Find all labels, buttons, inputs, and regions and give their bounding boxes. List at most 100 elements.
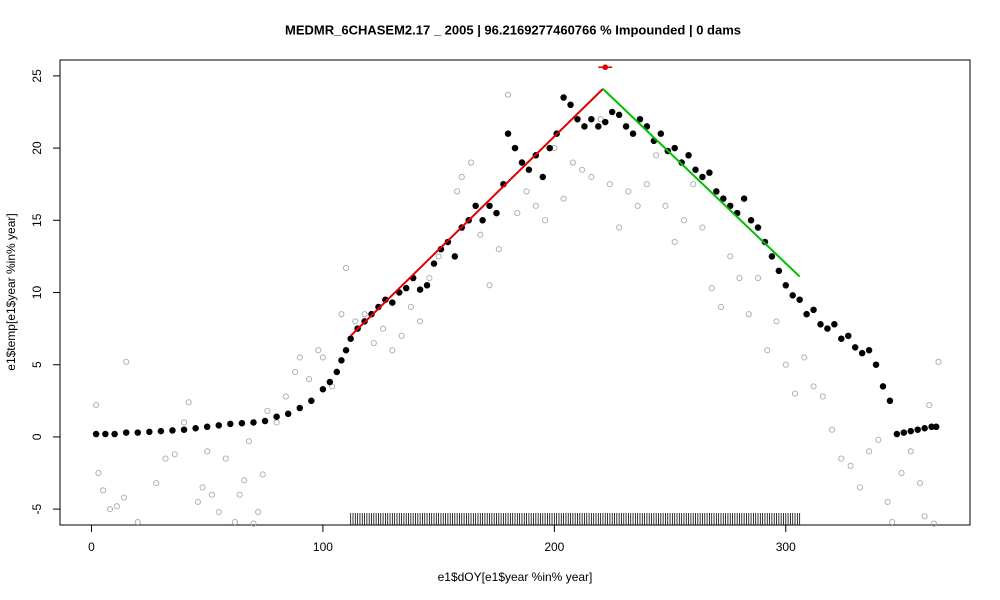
point <box>326 378 334 386</box>
point <box>525 166 533 174</box>
point <box>284 410 292 418</box>
point <box>546 144 553 152</box>
point <box>889 519 896 526</box>
point <box>727 253 734 260</box>
point <box>736 275 743 282</box>
point <box>264 407 271 414</box>
point <box>754 275 762 282</box>
point <box>597 116 604 123</box>
point <box>579 166 586 173</box>
point <box>685 152 692 159</box>
point <box>634 202 641 209</box>
point <box>333 368 341 376</box>
point <box>898 469 905 477</box>
x-tick-label: 0 <box>88 540 95 554</box>
point <box>791 390 799 397</box>
point <box>426 275 433 282</box>
point <box>370 339 377 347</box>
point <box>222 455 229 462</box>
point <box>935 358 942 365</box>
point <box>845 332 852 340</box>
point <box>801 354 808 361</box>
point <box>122 429 130 436</box>
point <box>153 480 160 487</box>
point <box>238 419 246 427</box>
point <box>643 123 651 130</box>
point <box>518 159 526 166</box>
point <box>416 286 424 293</box>
point <box>819 393 826 400</box>
point <box>907 448 914 455</box>
point <box>615 111 623 119</box>
point <box>134 429 142 436</box>
point <box>120 494 127 501</box>
point <box>838 335 845 342</box>
chart-title: MEDMR_6CHASEM2.17 _ 2005 | 96.2169277460… <box>285 22 741 37</box>
point <box>319 386 327 393</box>
point <box>588 173 595 181</box>
point <box>625 188 632 195</box>
point <box>95 469 102 477</box>
point <box>194 498 201 505</box>
point <box>261 417 269 425</box>
point <box>282 393 289 400</box>
point <box>886 397 894 405</box>
point <box>486 202 493 210</box>
point <box>608 108 616 116</box>
point <box>782 282 790 289</box>
point <box>636 115 644 123</box>
point <box>315 347 322 354</box>
point <box>171 451 178 458</box>
point <box>111 430 118 438</box>
point <box>831 321 838 328</box>
point <box>824 325 831 332</box>
point <box>773 318 780 325</box>
point <box>146 428 153 436</box>
point <box>595 123 602 130</box>
point <box>162 455 169 462</box>
point <box>657 130 665 137</box>
point <box>671 238 678 246</box>
point <box>569 159 576 166</box>
point <box>308 397 315 405</box>
point <box>900 429 908 436</box>
point <box>523 188 530 195</box>
point <box>296 354 303 361</box>
point <box>92 430 100 438</box>
point <box>680 217 687 224</box>
point <box>921 424 928 432</box>
x-tick-label: 100 <box>313 540 333 554</box>
point <box>926 402 933 409</box>
point <box>93 402 100 409</box>
point <box>250 419 257 426</box>
point <box>775 267 783 275</box>
point <box>123 358 130 365</box>
point <box>653 152 660 159</box>
point <box>916 480 924 487</box>
point <box>292 368 299 375</box>
point <box>914 426 921 433</box>
point <box>389 299 396 306</box>
point <box>208 491 215 498</box>
y-tick-label: 5 <box>30 361 44 368</box>
point <box>352 318 359 325</box>
point <box>692 166 699 174</box>
point <box>879 383 887 390</box>
point <box>215 422 223 429</box>
point <box>296 404 304 412</box>
point <box>477 231 484 238</box>
point <box>255 508 262 516</box>
point <box>838 455 845 462</box>
point <box>199 484 206 491</box>
point <box>930 520 937 527</box>
x-tick-label: 200 <box>544 540 564 554</box>
point <box>720 195 727 202</box>
point <box>180 426 188 433</box>
fit-line <box>602 88 801 278</box>
point <box>884 498 891 505</box>
peak-point <box>602 64 609 71</box>
point <box>872 361 880 368</box>
point <box>338 357 345 364</box>
point <box>203 423 211 431</box>
